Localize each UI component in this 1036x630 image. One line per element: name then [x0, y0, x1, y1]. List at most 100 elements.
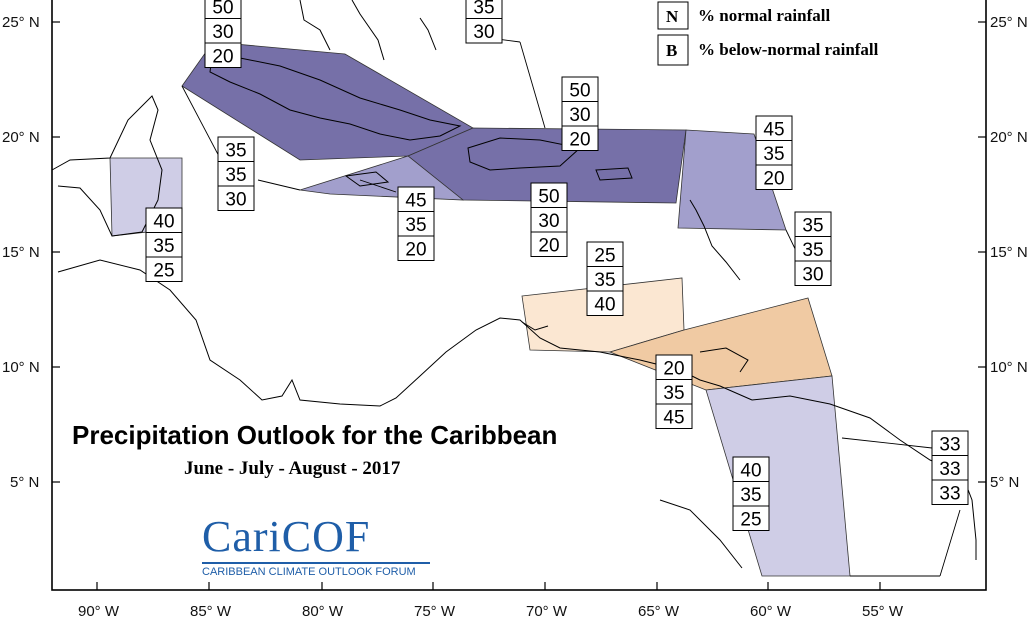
probability-cell — [465, 18, 503, 44]
probability-cell — [397, 211, 435, 237]
lat-labels-left: 25° N 20° N 15° N 10° N 5° N — [2, 14, 40, 491]
probability-cell — [145, 256, 183, 282]
probability-cell — [397, 235, 435, 261]
lon-label-70: 70° W — [526, 603, 568, 620]
logo-rule — [202, 562, 430, 564]
probability-value: 50 — [569, 80, 590, 101]
legend: N % normal rainfall B % below-normal rai… — [657, 1, 879, 66]
probability-value: 33 — [939, 459, 960, 480]
probability-value: 20 — [538, 235, 559, 256]
probability-cell — [655, 403, 693, 429]
lon-label-55: 55° W — [862, 603, 904, 620]
lon-label-65: 65° W — [638, 603, 680, 620]
probability-cell — [204, 42, 242, 68]
lat-label-25: 25° N — [2, 14, 40, 31]
probability-value: 40 — [153, 211, 174, 232]
lat-label-20-right: 20° N — [990, 129, 1028, 146]
probability-value: 20 — [212, 46, 233, 67]
legend-text-below: % below-normal rainfall — [698, 40, 879, 59]
probability-value: 40 — [740, 460, 761, 481]
caricof-logo: CariCOF CARIBBEAN CLIMATE OUTLOOK FORUM — [198, 512, 438, 580]
probability-cell — [931, 455, 969, 481]
probability-value: 35 — [594, 270, 615, 291]
probability-cell — [732, 456, 770, 482]
probability-value: 45 — [663, 407, 684, 428]
probability-cell — [204, 18, 242, 44]
probability-box-french-guiana: 33 33 33 — [931, 430, 969, 505]
probability-value: 35 — [740, 485, 761, 506]
probability-cell — [732, 505, 770, 531]
lon-label-60: 60° W — [750, 603, 792, 620]
probability-cell — [145, 232, 183, 258]
probability-value: 45 — [763, 119, 784, 140]
probability-cell — [561, 125, 599, 151]
probability-value: 20 — [405, 239, 426, 260]
probability-value: 25 — [153, 260, 174, 281]
probability-cell — [217, 136, 255, 162]
probability-value: 35 — [225, 165, 246, 186]
probability-value: 30 — [802, 264, 823, 285]
lon-ticks — [96, 582, 881, 590]
lat-label-15: 15° N — [2, 244, 40, 261]
probability-cell — [586, 241, 624, 267]
probability-cell — [755, 164, 793, 190]
lon-label-90: 90° W — [78, 603, 120, 620]
probability-box-hispaniola-puerto-rico: 50 30 20 — [561, 76, 599, 151]
probability-cell — [794, 211, 832, 237]
probability-value: 30 — [473, 22, 494, 43]
probability-value: 50 — [538, 186, 559, 207]
probability-value: 45 — [405, 190, 426, 211]
probability-box-guyana: 40 35 25 — [732, 456, 770, 531]
probability-box-cuba-north: 50 30 20 — [204, 0, 242, 68]
probability-value: 33 — [939, 434, 960, 455]
probability-value: 35 — [153, 236, 174, 257]
probability-value: 30 — [569, 105, 590, 126]
probability-value: 20 — [569, 129, 590, 150]
map-title: Precipitation Outlook for the Caribbean — [72, 420, 558, 450]
probability-box-abc-islands: 25 35 40 — [586, 241, 624, 316]
probability-box-belize: 40 35 25 — [145, 207, 183, 282]
lon-label-85: 85° W — [190, 603, 232, 620]
probability-box-trinidad: 20 35 45 — [655, 354, 693, 429]
probability-value: 30 — [212, 22, 233, 43]
probability-value: 35 — [473, 0, 494, 18]
probability-value: 35 — [225, 140, 246, 161]
probability-value: 35 — [663, 383, 684, 404]
lat-label-10: 10° N — [2, 359, 40, 376]
map-subtitle: June - July - August - 2017 — [184, 458, 401, 479]
probability-cell — [794, 260, 832, 286]
probability-value: 30 — [225, 189, 246, 210]
probability-value: 50 — [212, 0, 233, 18]
probability-cell — [561, 76, 599, 102]
lon-label-75: 75° W — [414, 603, 456, 620]
probability-cell — [530, 207, 568, 233]
probability-cell — [931, 430, 969, 456]
coastlines — [51, 0, 977, 569]
legend-key-below: B — [666, 41, 677, 60]
lat-ticks — [52, 21, 986, 483]
probability-box-hispaniola-south: 50 30 20 — [530, 182, 568, 257]
probability-cell — [586, 290, 624, 316]
probability-value: 25 — [740, 509, 761, 530]
probability-value: 20 — [763, 168, 784, 189]
probability-value: 35 — [802, 215, 823, 236]
probability-box-windward-north: 45 35 20 — [755, 115, 793, 190]
probability-cell — [732, 481, 770, 507]
probability-box-leeward-islands: 35 35 30 — [794, 211, 832, 286]
lat-label-5-right: 5° N — [990, 474, 1019, 491]
legend-key-normal: N — [666, 7, 679, 26]
leader-lines — [181, 35, 961, 577]
legend-text-normal: % normal rainfall — [698, 6, 830, 25]
logo-wordmark: CariCOF — [202, 512, 371, 561]
probability-value: 30 — [538, 211, 559, 232]
probability-box-cayman-west: 35 35 30 — [217, 136, 255, 211]
lat-label-10-right: 10° N — [990, 359, 1028, 376]
probability-value: 35 — [802, 240, 823, 261]
lat-labels-right: 25° N 20° N 15° N 10° N 5° N — [990, 14, 1028, 491]
probability-cell — [586, 266, 624, 292]
probability-value: 25 — [594, 245, 615, 266]
lat-label-25-right: 25° N — [990, 14, 1028, 31]
